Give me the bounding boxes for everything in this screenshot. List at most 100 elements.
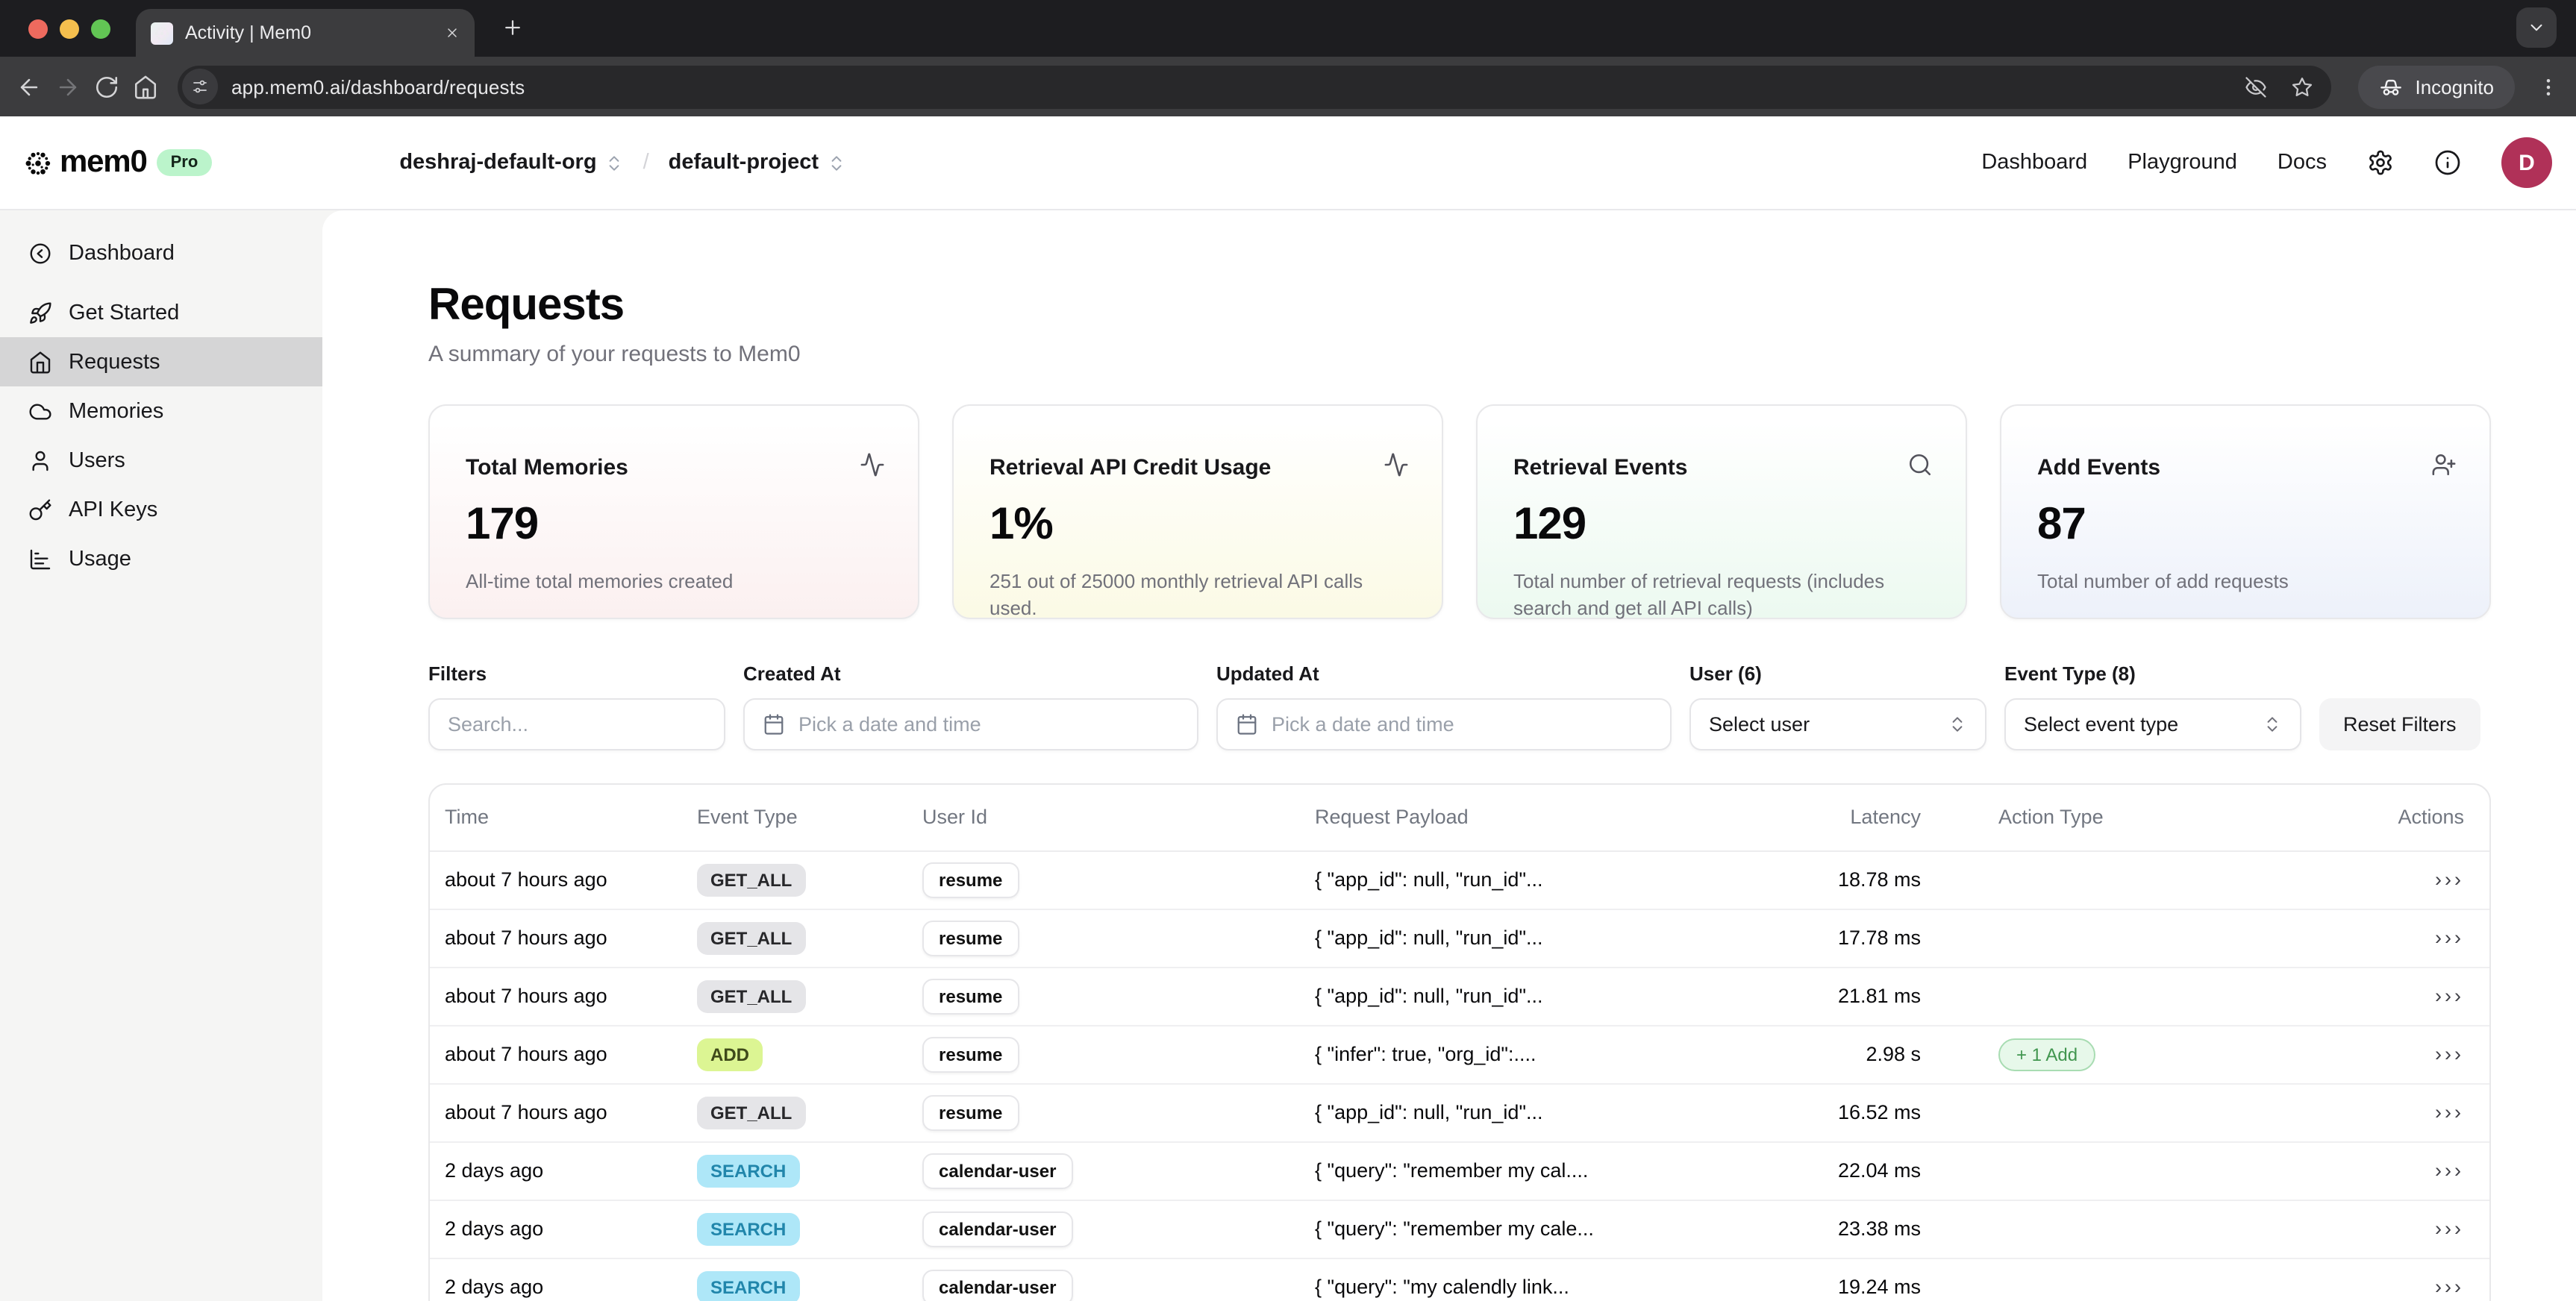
stat-card-title: Retrieval API Credit Usage [990, 455, 1272, 480]
cell-latency: 16.52 ms [1837, 1101, 1921, 1123]
stat-card-retrieval-events: Retrieval Events 129 Total number of retri… [1476, 404, 1967, 619]
cell-request-payload: { "app_id": null, "run_id"... [1315, 1101, 1543, 1123]
user-icon [28, 448, 52, 472]
cloud-icon [28, 399, 52, 423]
sidebar-item-users[interactable]: Users [0, 436, 322, 485]
user-plus-icon [2431, 452, 2457, 477]
stat-card-total-memories: Total Memories 179 All-time total memories… [428, 404, 919, 619]
row-actions-button[interactable]: ››› [2435, 1043, 2464, 1065]
stat-card-value: 129 [1513, 500, 1586, 549]
row-actions-button[interactable]: ››› [2435, 1159, 2464, 1182]
browser-tab[interactable]: Activity | Mem0 [136, 9, 475, 57]
sidebar-item-label: Get Started [69, 301, 180, 325]
home-button[interactable] [133, 74, 158, 99]
user-select[interactable]: Select user [1689, 698, 1986, 750]
logo-text: mem0 [60, 145, 148, 179]
back-button[interactable] [16, 74, 42, 99]
row-actions-button[interactable]: ››› [2435, 868, 2464, 891]
bookmark-star-icon[interactable] [2291, 75, 2313, 98]
filters-label: Filters [428, 662, 487, 685]
cell-time: about 7 hours ago [445, 1043, 607, 1065]
user-avatar[interactable]: D [2501, 137, 2552, 188]
stat-card-title: Retrieval Events [1513, 455, 1688, 480]
mem0-logo[interactable]: mem0 [24, 145, 148, 181]
nav-link-playground[interactable]: Playground [2128, 151, 2237, 175]
browser-toolbar: app.mem0.ai/dashboard/requests Incognito [0, 57, 2576, 116]
column-header-time: Time [445, 806, 489, 829]
cell-time: 2 days ago [445, 1217, 544, 1240]
event-type-filter-label: Event Type (8) [2004, 662, 2136, 685]
cell-time: 2 days ago [445, 1276, 544, 1299]
row-actions-button[interactable]: ››› [2435, 1217, 2464, 1240]
user-id-chip: resume [922, 862, 1019, 897]
org-selector[interactable]: deshraj-default-org [399, 151, 623, 175]
reset-filters-button[interactable]: Reset Filters [2319, 698, 2480, 750]
cell-latency: 2.98 s [1866, 1043, 1921, 1065]
row-actions-button[interactable]: ››› [2435, 1276, 2464, 1299]
created-at-filter-group: Created At Pick a date and time [743, 662, 1198, 750]
sidebar-item-memories[interactable]: Memories [0, 386, 322, 436]
browser-menu-button[interactable] [2537, 75, 2560, 98]
settings-gear-icon[interactable] [2367, 149, 2394, 176]
row-actions-button[interactable]: ››› [2435, 1101, 2464, 1123]
close-window-button[interactable] [28, 19, 48, 39]
address-bar[interactable]: app.mem0.ai/dashboard/requests [178, 65, 2332, 108]
top-nav-links: Dashboard Playground Docs [1981, 151, 2327, 175]
rocket-icon [28, 301, 52, 325]
sidebar-item-usage[interactable]: Usage [0, 534, 322, 583]
column-header-event-type: Event Type [697, 806, 798, 829]
sidebar-item-label: Users [69, 448, 125, 472]
project-selector[interactable]: default-project [669, 151, 845, 175]
site-info-icon[interactable] [182, 69, 218, 104]
url-text[interactable]: app.mem0.ai/dashboard/requests [231, 75, 525, 98]
window-controls[interactable] [28, 19, 110, 39]
sidebar-item-dashboard[interactable]: Dashboard [0, 228, 322, 278]
reload-button[interactable] [94, 74, 119, 99]
row-actions-button[interactable]: ››› [2435, 985, 2464, 1007]
top-nav: Dashboard Playground Docs D [1981, 137, 2552, 188]
updated-at-picker[interactable]: Pick a date and time [1216, 698, 1672, 750]
maximize-window-button[interactable] [91, 19, 110, 39]
cell-latency: 22.04 ms [1837, 1159, 1921, 1182]
user-select-value: Select user [1709, 713, 1810, 736]
cell-latency: 23.38 ms [1837, 1217, 1921, 1240]
created-at-picker[interactable]: Pick a date and time [743, 698, 1198, 750]
table-row: 2 days ago SEARCH calendar-user { "query": … [430, 1258, 2489, 1301]
table-row: about 7 hours ago GET_ALL resume { "app_id"… [430, 967, 2489, 1025]
cell-time: 2 days ago [445, 1159, 544, 1182]
event-type-select[interactable]: Select event type [2004, 698, 2301, 750]
column-header-latency: Latency [1850, 806, 1921, 829]
cell-request-payload: { "query": "remember my cal.... [1315, 1159, 1589, 1182]
info-icon[interactable] [2434, 149, 2461, 176]
event-type-badge: GET_ALL [697, 921, 806, 954]
cell-request-payload: { "app_id": null, "run_id"... [1315, 868, 1543, 891]
row-actions-button[interactable]: ››› [2435, 927, 2464, 949]
sidebar-item-api-keys[interactable]: API Keys [0, 485, 322, 534]
calendar-icon [763, 713, 785, 736]
event-type-select-value: Select event type [2024, 713, 2179, 736]
forward-button[interactable] [55, 74, 81, 99]
minimize-window-button[interactable] [60, 19, 79, 39]
chevrons-up-down-icon [1948, 715, 1967, 734]
column-header-action-type: Action Type [1998, 806, 2104, 829]
activity-icon [860, 452, 885, 477]
cell-request-payload: { "infer": true, "org_id":.... [1315, 1043, 1536, 1065]
main-content: Requests A summary of your requests to M… [322, 210, 2576, 1301]
cell-request-payload: { "query": "remember my cale... [1315, 1217, 1594, 1240]
chevrons-up-down-icon [2263, 715, 2282, 734]
nav-link-dashboard[interactable]: Dashboard [1981, 151, 2088, 175]
search-input[interactable]: Search... [428, 698, 725, 750]
nav-link-docs[interactable]: Docs [2277, 151, 2327, 175]
eye-off-icon[interactable] [2245, 75, 2267, 98]
tab-strip: Activity | Mem0 [0, 0, 2576, 57]
sidebar-item-label: API Keys [69, 498, 158, 521]
tab-search-chevron-button[interactable] [2516, 7, 2557, 48]
close-tab-icon[interactable] [445, 25, 460, 40]
table-row: about 7 hours ago GET_ALL resume { "app_id"… [430, 1083, 2489, 1141]
sidebar-item-label: Usage [69, 547, 131, 571]
sidebar-item-get-started[interactable]: Get Started [0, 288, 322, 337]
new-tab-button[interactable] [501, 16, 524, 39]
chevrons-up-down-icon [604, 153, 624, 172]
sidebar-item-requests[interactable]: Requests [0, 337, 322, 386]
event-type-badge: GET_ALL [697, 1096, 806, 1129]
